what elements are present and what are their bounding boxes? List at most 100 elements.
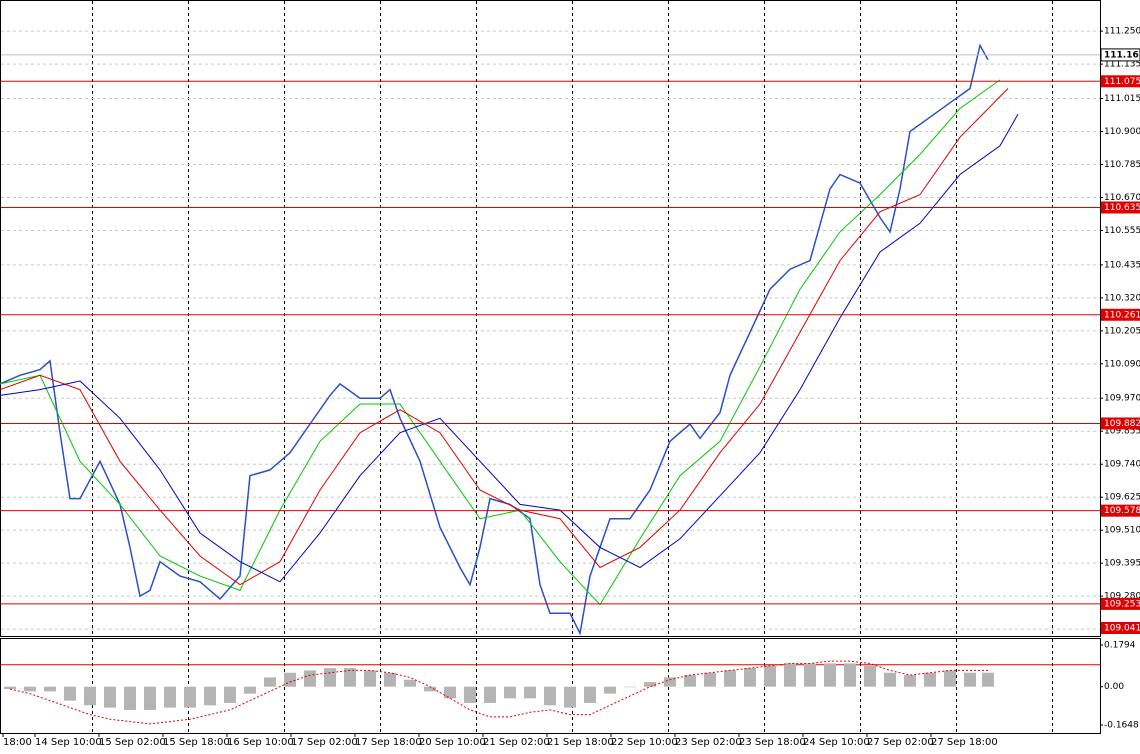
price-line [0,43,989,636]
y-tick-label: 110.320 [1104,293,1140,303]
histogram-bar [384,672,396,687]
histogram-bar [982,672,994,687]
histogram-bar [824,663,836,687]
histogram-bar [624,686,636,688]
y-tick-label: 109.625 [1104,493,1140,503]
histogram-bar [144,686,156,710]
histogram-bar [604,686,616,694]
y-tick-label: 110.435 [1104,260,1140,270]
y-tick-label: -0.1648 [1104,721,1139,731]
histogram-bar [644,682,656,687]
histogram-bar [244,686,256,694]
x-tick-label: 22 Sep 10:00 [611,737,678,748]
histogram-bar [204,686,216,706]
x-tick-label: 17 Sep 02:00 [291,737,358,748]
y-tick-label: 111.015 [1104,94,1140,104]
x-tick-label: 21 Sep 18:00 [547,737,614,748]
histogram-bar [664,677,676,687]
histogram-bar [844,663,856,687]
current-label: 111.167 [1104,50,1140,60]
y-tick-label: 111.135 [1104,60,1140,70]
histogram-bar [44,686,56,692]
y-tick-label: 0.1794 [1104,641,1136,651]
histogram-bar [864,665,876,687]
level-box [1101,75,1140,88]
histogram-bar [744,668,756,687]
x-tick-label: 15 Sep 18:00 [163,737,230,748]
price-line [0,88,1009,586]
histogram-bar [804,663,816,687]
histogram-bar [564,686,576,708]
x-tick-label: 18:00 [3,737,32,748]
price-line [0,114,1019,583]
y-tick-label: 110.205 [1104,326,1140,336]
y-tick-label: 109.970 [1104,394,1140,404]
sub-frame [0,638,1101,734]
x-tick-label: 23 Sep 02:00 [675,737,742,748]
x-tick-label: 27 Sep 18:00 [931,737,998,748]
histogram-bar [24,686,36,692]
x-tick-label: 21 Sep 02:00 [483,737,550,748]
y-tick-label: 110.785 [1104,160,1140,170]
y-tick-label: 110.555 [1104,226,1140,236]
level-box [1101,201,1140,214]
histogram-bar [364,670,376,687]
y-tick-label: 109.740 [1104,460,1140,470]
y-tick-label: 110.670 [1104,193,1140,203]
histogram-bar [724,670,736,687]
histogram-bar [4,686,16,690]
histogram-bar [264,677,276,687]
histogram-bar [404,679,416,687]
y-tick-label: 109.510 [1104,526,1140,536]
x-tick-label: 17 Sep 18:00 [355,737,422,748]
price-line [0,79,1001,606]
x-tick-label: 23 Sep 18:00 [739,737,806,748]
histogram-bar [484,686,496,703]
histogram-bar [84,686,96,706]
x-tick-label: 14 Sep 10:00 [35,737,102,748]
level-label: 110.635 [1104,203,1140,213]
y-tick-label: 110.900 [1104,127,1140,137]
y-tick-label: 109.280 [1104,592,1140,602]
histogram-bar [344,668,356,687]
histogram-bar [904,675,916,687]
histogram-bar [284,672,296,687]
histogram-bar [504,686,516,699]
histogram-bar [964,672,976,687]
x-tick-label: 24 Sep 10:00 [803,737,870,748]
level-label: 109.578 [1104,506,1140,516]
level-label: 109.253 [1104,599,1140,609]
current-box [1100,48,1140,62]
x-tick-label: 15 Sep 02:00 [99,737,166,748]
histogram-bar [324,668,336,687]
histogram-bar [544,686,556,706]
histogram-bar [64,686,76,701]
level-box [1101,308,1140,321]
x-tick-label: 20 Sep 10:00 [419,737,486,748]
histogram-bar [524,686,536,699]
level-box [1101,417,1140,430]
histogram-bar [584,686,596,703]
level-box [1101,504,1140,517]
histogram-bar [704,672,716,687]
x-tick-label: 16 Sep 10:00 [227,737,294,748]
main-frame [0,0,1101,637]
y-tick-label: 109.855 [1104,427,1140,437]
y-tick-label: 111.250 [1104,27,1140,37]
y-tick-label: 110.090 [1104,359,1140,369]
histogram-bar [224,686,236,703]
histogram-bar [424,686,436,692]
histogram-bar [464,686,476,703]
histogram-bar [124,686,136,710]
x-tick-label: 27 Sep 02:00 [867,737,934,748]
level-box [1101,622,1140,634]
level-label: 110.261 [1104,310,1140,320]
level-box [1101,597,1140,610]
y-tick-label: 109.395 [1104,559,1140,569]
signal-line [9,660,988,725]
histogram-bar [184,686,196,708]
histogram-bar [304,670,316,687]
histogram-bar [104,686,116,708]
